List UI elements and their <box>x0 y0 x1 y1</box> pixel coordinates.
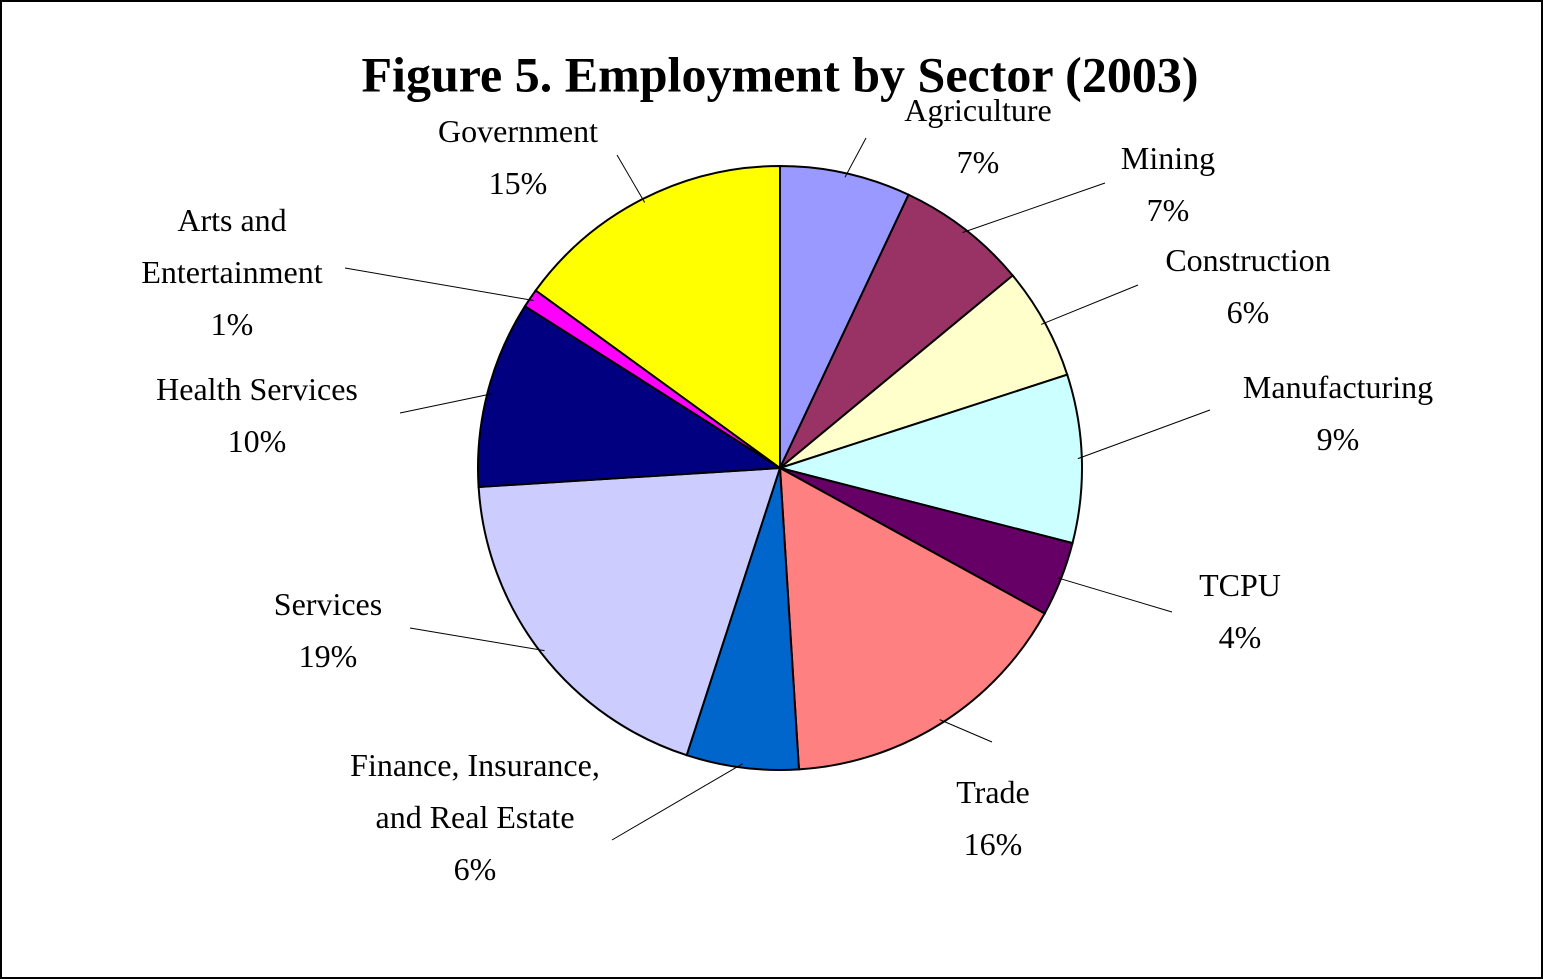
category-label: Arts and Entertainment <box>141 202 323 290</box>
slice-label: Agriculture 7% <box>828 84 1128 188</box>
value-label: 6% <box>1226 294 1270 330</box>
category-label: Finance, Insurance, and Real Estate <box>350 747 600 835</box>
leader-line <box>344 267 534 301</box>
leader-line <box>1077 409 1211 460</box>
value-label: 7% <box>956 144 1000 180</box>
category-label: Government <box>438 113 598 149</box>
pie-slice <box>477 304 784 489</box>
leader-line <box>1056 577 1173 613</box>
slice-label: Manufacturing 9% <box>1188 361 1488 465</box>
value-label: 6% <box>453 851 497 887</box>
slice-label: Construction 6% <box>1098 234 1398 338</box>
slice-label: Trade 16% <box>843 766 1143 870</box>
slice-label: Health Services 10% <box>107 363 407 467</box>
value-label: 15% <box>488 165 548 201</box>
category-label: Services <box>273 586 383 622</box>
slice-label: Mining 7% <box>1018 132 1318 236</box>
value-label: 10% <box>227 423 287 459</box>
category-label: Agriculture <box>904 92 1052 128</box>
chart-title: Figure 5. Employment by Sector (2003) <box>362 46 1199 102</box>
leader-line <box>962 182 1106 234</box>
leader-line <box>616 154 646 203</box>
slice-label: Arts and Entertainment 1% <box>112 194 352 350</box>
category-label: Construction <box>1165 242 1331 278</box>
category-label: Mining <box>1120 140 1216 176</box>
leader-line <box>844 137 867 178</box>
category-label: Health Services <box>156 371 358 407</box>
leader-line <box>1040 284 1139 325</box>
leader-line <box>939 719 993 743</box>
slice-label: Services 19% <box>178 578 478 682</box>
value-label: 1% <box>210 306 254 342</box>
leader-line <box>409 627 545 652</box>
pie-slice <box>779 164 910 469</box>
value-label: 9% <box>1316 421 1360 457</box>
value-label: 16% <box>963 826 1023 862</box>
value-label: 19% <box>298 638 358 674</box>
pie-slice <box>477 466 782 757</box>
slice-label: Government 15% <box>368 105 668 209</box>
leader-line <box>611 763 743 841</box>
pie-slice <box>779 193 1015 469</box>
value-label: 7% <box>1146 192 1190 228</box>
slice-label: TCPU 4% <box>1090 559 1390 663</box>
pie-slice <box>778 466 1046 771</box>
category-label: Trade <box>956 774 1030 810</box>
category-label: TCPU <box>1199 567 1281 603</box>
value-label: 4% <box>1218 619 1262 655</box>
slice-label: Finance, Insurance, and Real Estate 6% <box>350 739 600 895</box>
leader-line <box>399 393 492 414</box>
pie-slice <box>776 373 1083 545</box>
category-label: Manufacturing <box>1242 369 1434 405</box>
